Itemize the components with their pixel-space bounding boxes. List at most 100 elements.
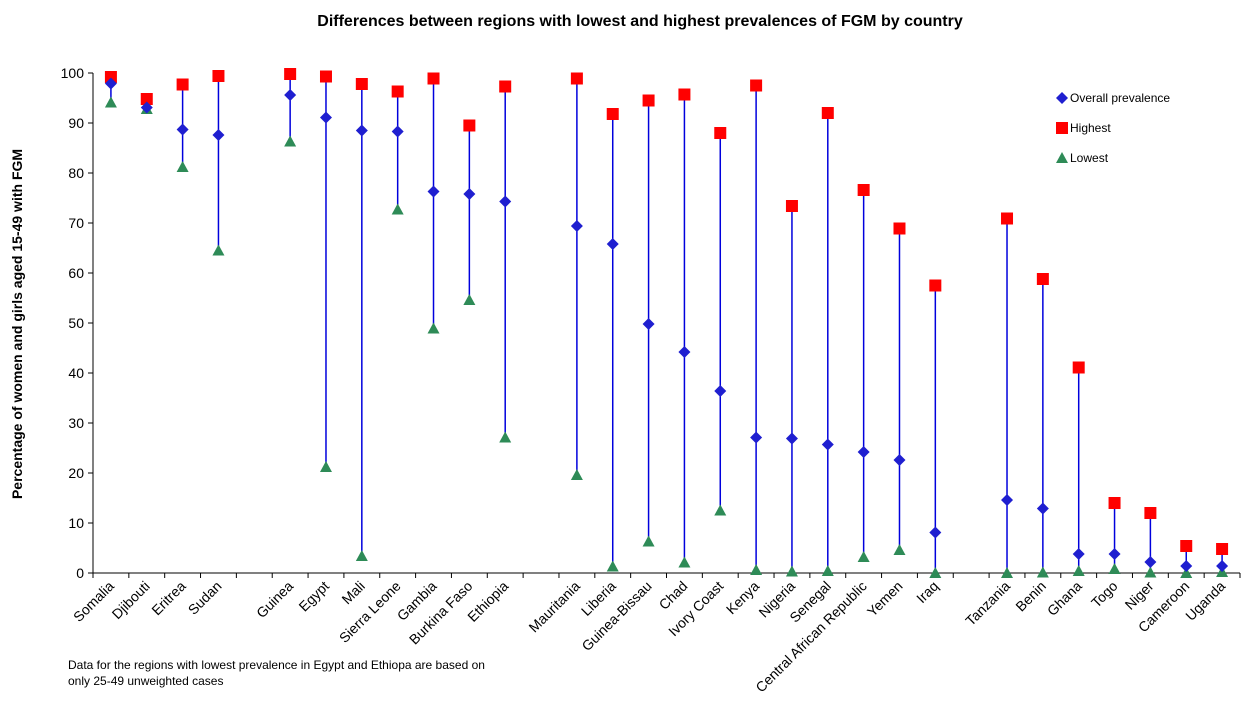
x-tick-label: Iraq: [913, 578, 941, 606]
highest-point: [1036, 273, 1049, 285]
highest-point: [714, 127, 727, 139]
lowest-point: [355, 550, 368, 561]
highest-point: [1072, 361, 1085, 374]
lowest-point: [821, 565, 834, 576]
x-tick-label: Tanzania: [962, 578, 1013, 629]
lowest-point: [1108, 563, 1121, 574]
highest-point: [499, 80, 512, 93]
highest-point: [750, 79, 763, 92]
legend-overall-marker: [1056, 92, 1068, 104]
lowest-point: [212, 244, 225, 256]
lowest-point: [499, 431, 512, 443]
highest-point: [785, 200, 798, 212]
x-tick-label: Benin: [1012, 578, 1049, 615]
overall-point: [140, 101, 153, 114]
lowest-point: [176, 161, 189, 172]
highest-point: [1180, 540, 1193, 552]
highest-point: [355, 78, 368, 90]
overall-point: [785, 432, 798, 445]
x-tick-label: Sudan: [185, 578, 225, 618]
overall-point: [391, 125, 404, 138]
legend-label: Lowest: [1070, 151, 1109, 165]
overall-point: [212, 129, 225, 141]
lowest-point: [463, 294, 476, 305]
legend-label: Overall prevalence: [1070, 91, 1170, 105]
lowest-point: [750, 564, 763, 575]
lowest-point: [1001, 567, 1014, 578]
overall-point: [678, 346, 691, 358]
highest-point: [893, 222, 906, 235]
y-tick-label: 60: [68, 265, 84, 281]
lowest-point: [319, 461, 332, 472]
lowest-point: [678, 556, 691, 568]
lowest-point: [642, 535, 655, 547]
highest-point: [642, 94, 655, 107]
legend-highest-marker: [1056, 122, 1068, 134]
overall-point: [893, 454, 906, 466]
overall-point: [1072, 548, 1085, 560]
overall-point: [355, 124, 368, 137]
highest-point: [427, 72, 440, 85]
overall-point: [1144, 556, 1157, 568]
overall-point: [929, 526, 942, 539]
lowest-point: [1144, 566, 1157, 578]
lowest-point: [893, 544, 906, 555]
overall-point: [284, 89, 297, 101]
highest-point: [929, 279, 942, 292]
overall-point: [857, 446, 870, 458]
overall-point: [1216, 560, 1229, 572]
x-tick-label: Yemen: [864, 578, 906, 620]
overall-point: [463, 188, 476, 200]
overall-point: [104, 77, 117, 90]
overall-point: [176, 123, 189, 136]
overall-point: [319, 111, 332, 124]
x-tick-label: Ghana: [1044, 578, 1085, 619]
footnote: Data for the regions with lowest prevale…: [68, 658, 485, 688]
y-tick-label: 20: [68, 465, 84, 481]
y-axis-label: Percentage of women and girls aged 15-49…: [9, 149, 25, 499]
lowest-point: [1072, 565, 1085, 576]
y-tick-label: 80: [68, 165, 84, 181]
lowest-point: [570, 469, 583, 480]
highest-point: [463, 119, 476, 132]
lowest-point: [714, 504, 727, 516]
x-tick-label: Egypt: [295, 578, 332, 615]
x-tick-label: Eritrea: [148, 578, 189, 619]
highest-point: [1001, 212, 1014, 225]
overall-point: [642, 318, 655, 330]
x-tick-label: Guinea: [253, 578, 296, 621]
y-tick-label: 90: [68, 115, 84, 131]
overall-point: [1001, 494, 1014, 506]
y-tick-label: 30: [68, 415, 84, 431]
highest-point: [284, 68, 297, 80]
highest-point: [606, 108, 619, 120]
x-tick-label: Somalia: [70, 578, 117, 625]
x-tick-label: Uganda: [1182, 578, 1228, 624]
highest-point: [319, 70, 332, 83]
y-tick-label: 0: [76, 565, 84, 581]
overall-point: [1180, 560, 1193, 572]
highest-point: [104, 71, 117, 83]
overall-point: [499, 195, 512, 208]
x-tick-label: Mauritania: [525, 578, 583, 636]
legend-label: Highest: [1070, 121, 1111, 135]
overall-point: [821, 438, 834, 451]
overall-point: [1108, 548, 1121, 560]
lowest-point: [785, 565, 798, 577]
highest-point: [821, 107, 834, 119]
highest-point: [678, 88, 691, 101]
lowest-point: [606, 560, 619, 572]
y-tick-label: 10: [68, 515, 84, 531]
highest-point: [176, 78, 189, 91]
overall-point: [1036, 502, 1049, 515]
y-tick-label: 50: [68, 315, 84, 331]
lowest-point: [427, 322, 440, 334]
x-tick-label: Togo: [1088, 578, 1121, 611]
overall-point: [570, 220, 583, 232]
highest-point: [570, 72, 583, 85]
legend: Overall prevalence Highest Lowest: [1056, 91, 1170, 165]
highest-point: [1216, 543, 1229, 555]
x-tick-label: Djibouti: [109, 578, 153, 622]
highest-point: [1144, 507, 1157, 519]
